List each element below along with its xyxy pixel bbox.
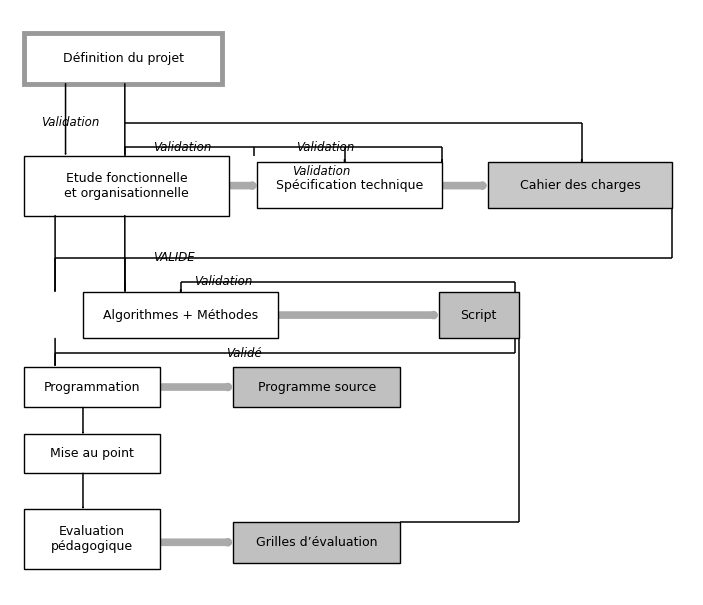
Text: Cahier des charges: Cahier des charges (520, 178, 640, 192)
Bar (24, 434, 160, 473)
Text: Programme source: Programme source (257, 381, 375, 393)
Text: VALIDE: VALIDE (153, 251, 194, 264)
Bar (233, 367, 400, 407)
Text: Script: Script (460, 309, 497, 322)
Bar (439, 292, 519, 338)
Text: Programmation: Programmation (44, 381, 140, 393)
Text: Algorithmes + Méthodes: Algorithmes + Méthodes (103, 309, 258, 322)
Bar (257, 162, 442, 208)
Text: Evaluation
pédagogique: Evaluation pédagogique (51, 525, 133, 554)
Text: Validation: Validation (195, 275, 253, 288)
Bar (24, 33, 222, 83)
Text: Validé: Validé (226, 347, 262, 360)
Text: Validation: Validation (41, 116, 100, 129)
Text: Grilles d’évaluation: Grilles d’évaluation (256, 537, 378, 549)
Bar (83, 292, 278, 338)
Text: Définition du projet: Définition du projet (63, 51, 183, 65)
Bar (233, 523, 400, 563)
Bar (24, 367, 160, 407)
Bar (24, 155, 229, 215)
Text: Validation: Validation (296, 142, 354, 154)
Bar (487, 162, 672, 208)
Bar (24, 509, 160, 569)
Text: Spécification technique: Spécification technique (276, 178, 423, 192)
Text: Mise au point: Mise au point (50, 447, 134, 460)
Text: Validation: Validation (292, 165, 351, 178)
Text: Etude fonctionnelle
et organisationnelle: Etude fonctionnelle et organisationnelle (64, 172, 189, 200)
Text: Validation: Validation (153, 142, 211, 154)
